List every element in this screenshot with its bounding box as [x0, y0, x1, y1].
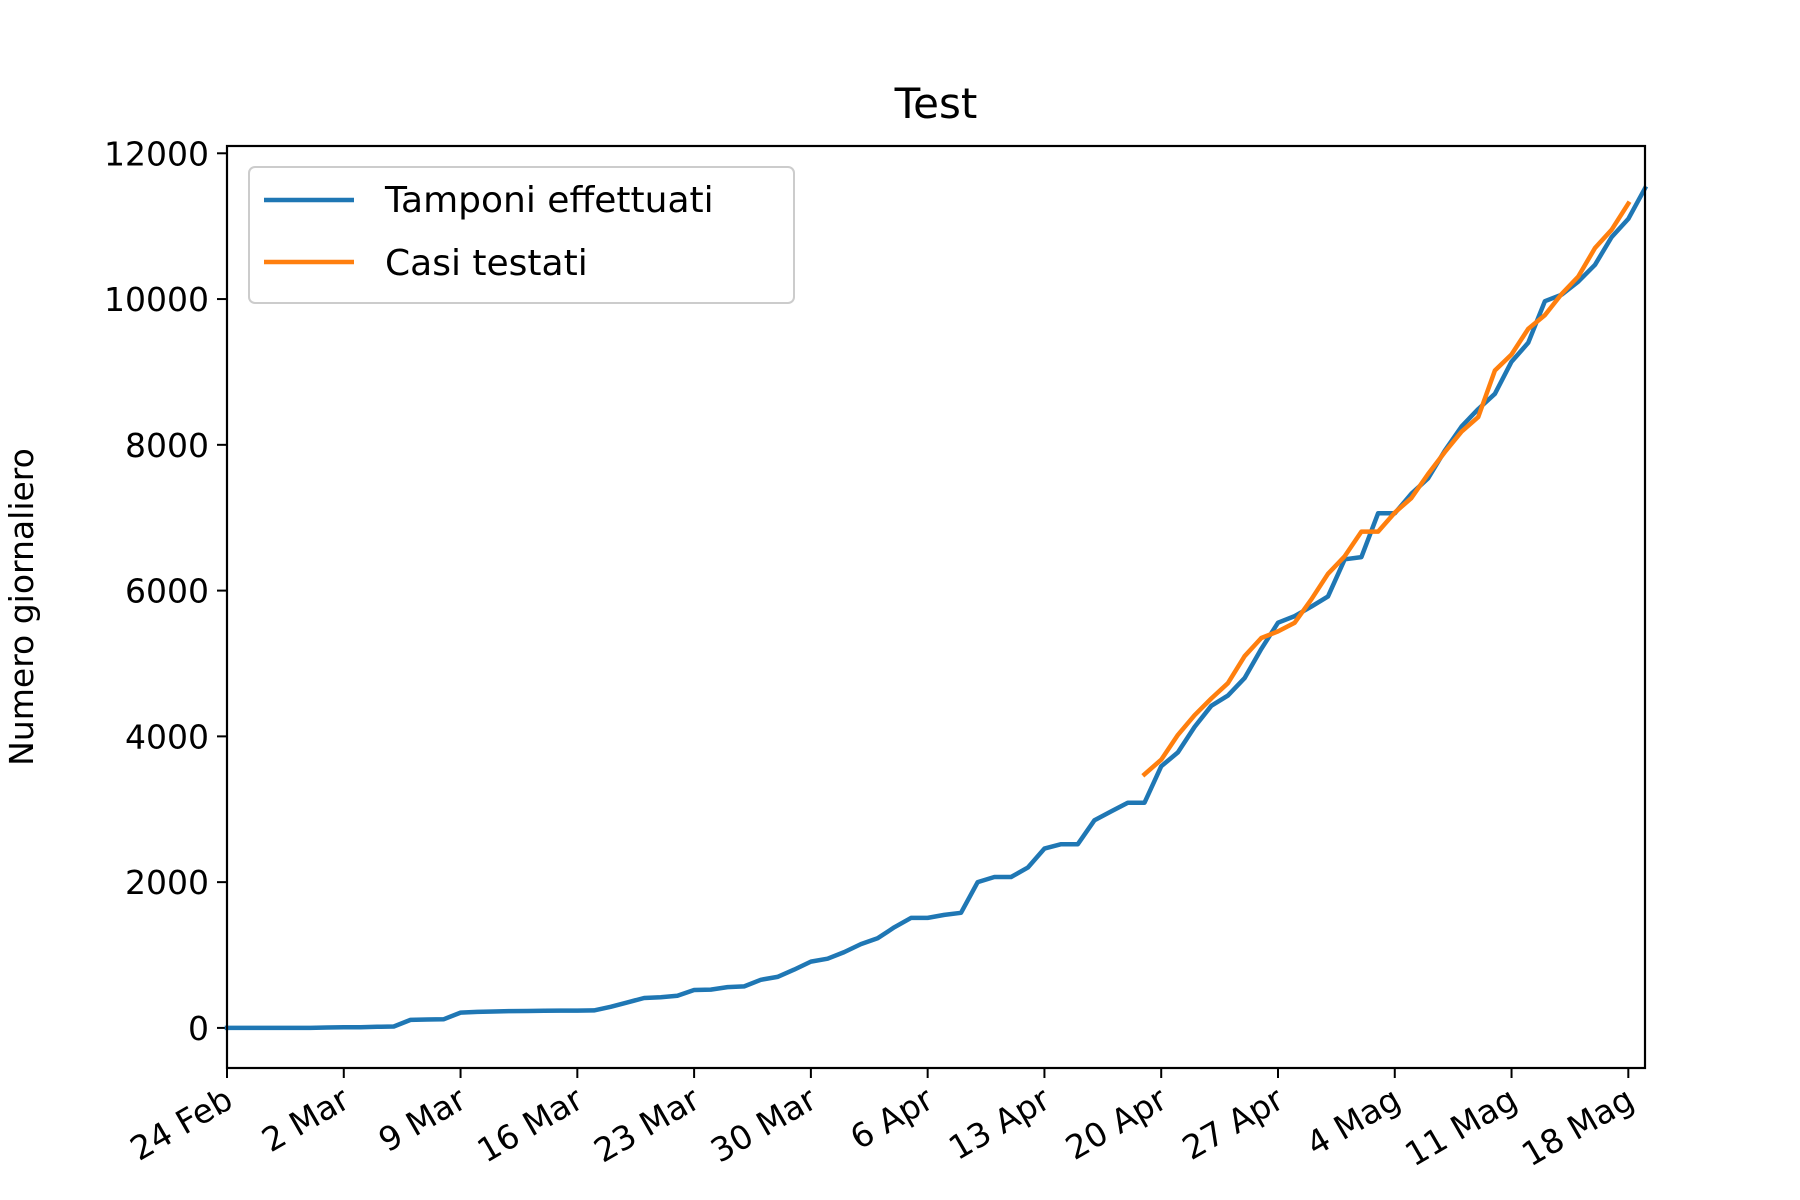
legend-label-tamponi: Tamponi effettuati — [384, 180, 714, 221]
legend-label-casi: Casi testati — [385, 243, 588, 284]
series-line-1 — [1141, 200, 1632, 778]
series-line-0 — [224, 185, 1649, 1031]
legend-box — [248, 166, 795, 304]
chart-title: Test — [894, 79, 978, 128]
y-tick-label: 8000 — [125, 426, 209, 465]
y-tick-label: 0 — [188, 1009, 209, 1048]
legend: Tamponi effettuati Casi testati — [248, 166, 795, 304]
series-layer — [224, 185, 1649, 1031]
y-tick-label: 2000 — [125, 863, 209, 902]
y-tick-label: 6000 — [125, 572, 209, 611]
y-axis-label: Numero giornaliero — [2, 448, 41, 766]
y-tick-label: 12000 — [104, 134, 209, 173]
plot-frame — [225, 144, 1647, 1070]
y-tick-label: 10000 — [104, 280, 209, 319]
y-tick-label: 4000 — [125, 717, 209, 756]
